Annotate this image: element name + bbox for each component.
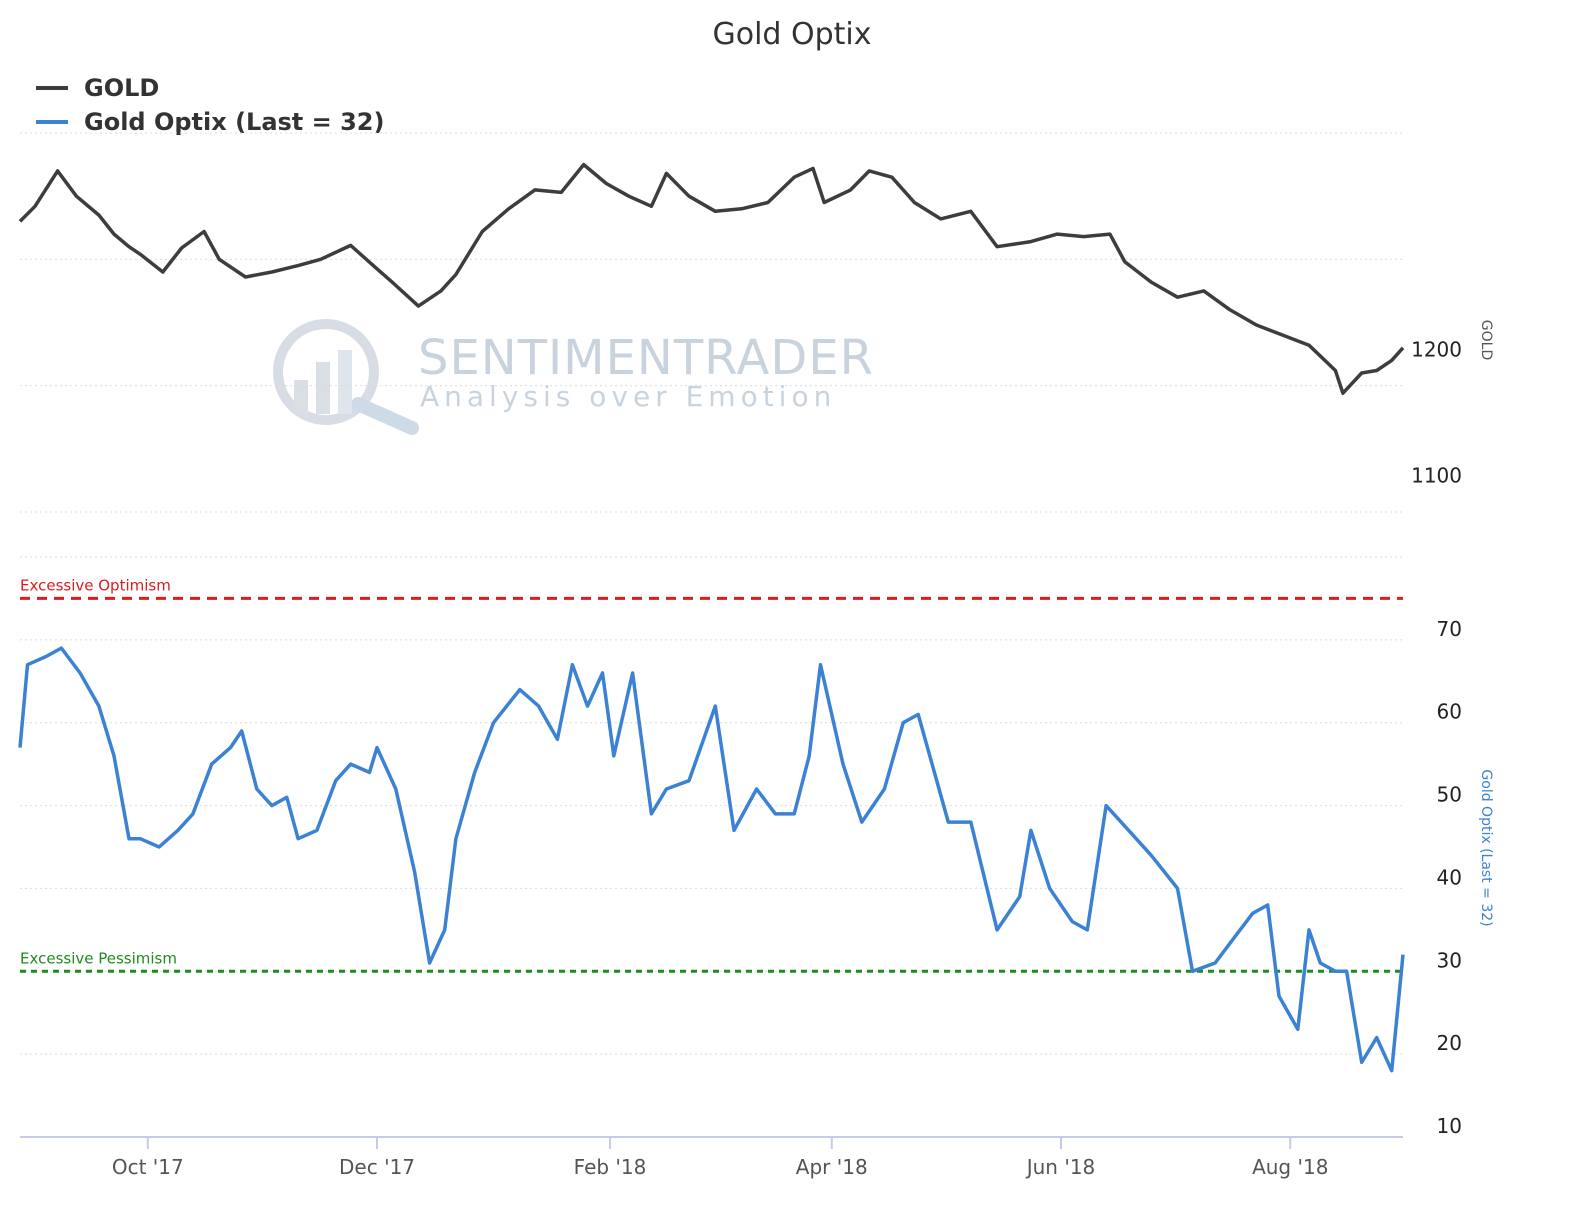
optix-panel-grid — [20, 556, 1403, 1138]
chart-title: Gold Optix — [712, 17, 871, 52]
x-tick-label: Feb '18 — [574, 1155, 647, 1179]
gold-y-tick-label: 1200 — [1411, 337, 1462, 361]
watermark-bar-icon — [294, 380, 308, 414]
watermark-brand: SENTIMENTRADER — [418, 330, 874, 386]
optix-y-tick-label: 50 — [1437, 783, 1462, 807]
x-tick-label: Oct '17 — [112, 1155, 184, 1179]
optix-y-axis: 10 20 30 40 50 60 70 — [1437, 617, 1462, 1138]
watermark-handle-icon — [351, 397, 419, 435]
optix-y-tick-label: 10 — [1437, 1114, 1462, 1138]
optix-y-tick-label: 40 — [1437, 865, 1462, 889]
watermark-tagline: Analysis over Emotion — [420, 380, 836, 413]
watermark-magnifier-icon — [273, 319, 379, 425]
gold-panel-grid — [20, 132, 1403, 513]
excessive-optimism-label: Excessive Optimism — [20, 576, 171, 594]
gold-y-axis: 1100 1200 — [1411, 337, 1462, 487]
x-axis: Oct '17 Dec '17 Feb '18 Apr '18 Jun '18 Aug '… — [112, 1137, 1328, 1179]
optix-y-tick-label: 30 — [1437, 948, 1462, 972]
optix-series-line[interactable] — [18, 646, 1405, 1073]
gold-series-line[interactable] — [18, 162, 1405, 395]
x-tick-label: Apr '18 — [796, 1155, 868, 1179]
gold-y-tick-label: 1100 — [1411, 464, 1462, 488]
x-tick-label: Dec '17 — [339, 1155, 415, 1179]
watermark-bar-icon — [316, 362, 330, 414]
optix-y-tick-label: 60 — [1437, 700, 1462, 724]
legend-label-gold: GOLD — [84, 74, 159, 102]
watermark: SENTIMENTRADER Analysis over Emotion — [273, 319, 874, 435]
legend: GOLD Gold Optix (Last = 32) — [36, 74, 384, 136]
legend-label-optix: Gold Optix (Last = 32) — [84, 108, 384, 136]
optix-axis-title: Gold Optix (Last = 32) — [1478, 769, 1494, 926]
optix-y-tick-label: 70 — [1437, 617, 1462, 641]
x-tick-label: Jun '18 — [1025, 1155, 1096, 1179]
legend-item-gold[interactable]: GOLD — [36, 74, 159, 102]
gold-axis-title: GOLD — [1478, 320, 1494, 360]
x-tick-label: Aug '18 — [1252, 1155, 1328, 1179]
legend-item-optix[interactable]: Gold Optix (Last = 32) — [36, 108, 384, 136]
optix-y-tick-label: 20 — [1437, 1031, 1462, 1055]
watermark-bar-icon — [338, 350, 352, 414]
excessive-pessimism-label: Excessive Pessimism — [20, 949, 177, 967]
